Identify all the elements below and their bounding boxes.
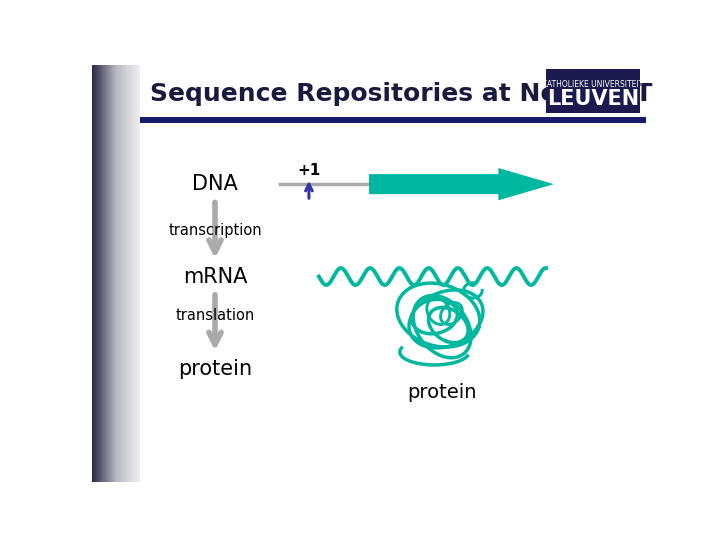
Text: Sequence Repositories at Ncbi: EST: Sequence Repositories at Ncbi: EST — [150, 82, 652, 106]
Text: +1: +1 — [297, 163, 320, 178]
Text: transcription: transcription — [168, 223, 262, 238]
Text: protein: protein — [178, 359, 252, 379]
Bar — [140, 65, 647, 117]
Text: LEUVEN: LEUVEN — [547, 90, 639, 110]
Text: translation: translation — [176, 308, 255, 322]
Bar — [140, 117, 647, 123]
Bar — [546, 69, 640, 113]
Text: protein: protein — [408, 382, 477, 402]
Text: DNA: DNA — [192, 174, 238, 194]
Text: mRNA: mRNA — [183, 267, 247, 287]
Polygon shape — [369, 168, 554, 200]
Text: KATHOLIEKE UNIVERSITEIT: KATHOLIEKE UNIVERSITEIT — [542, 79, 644, 89]
